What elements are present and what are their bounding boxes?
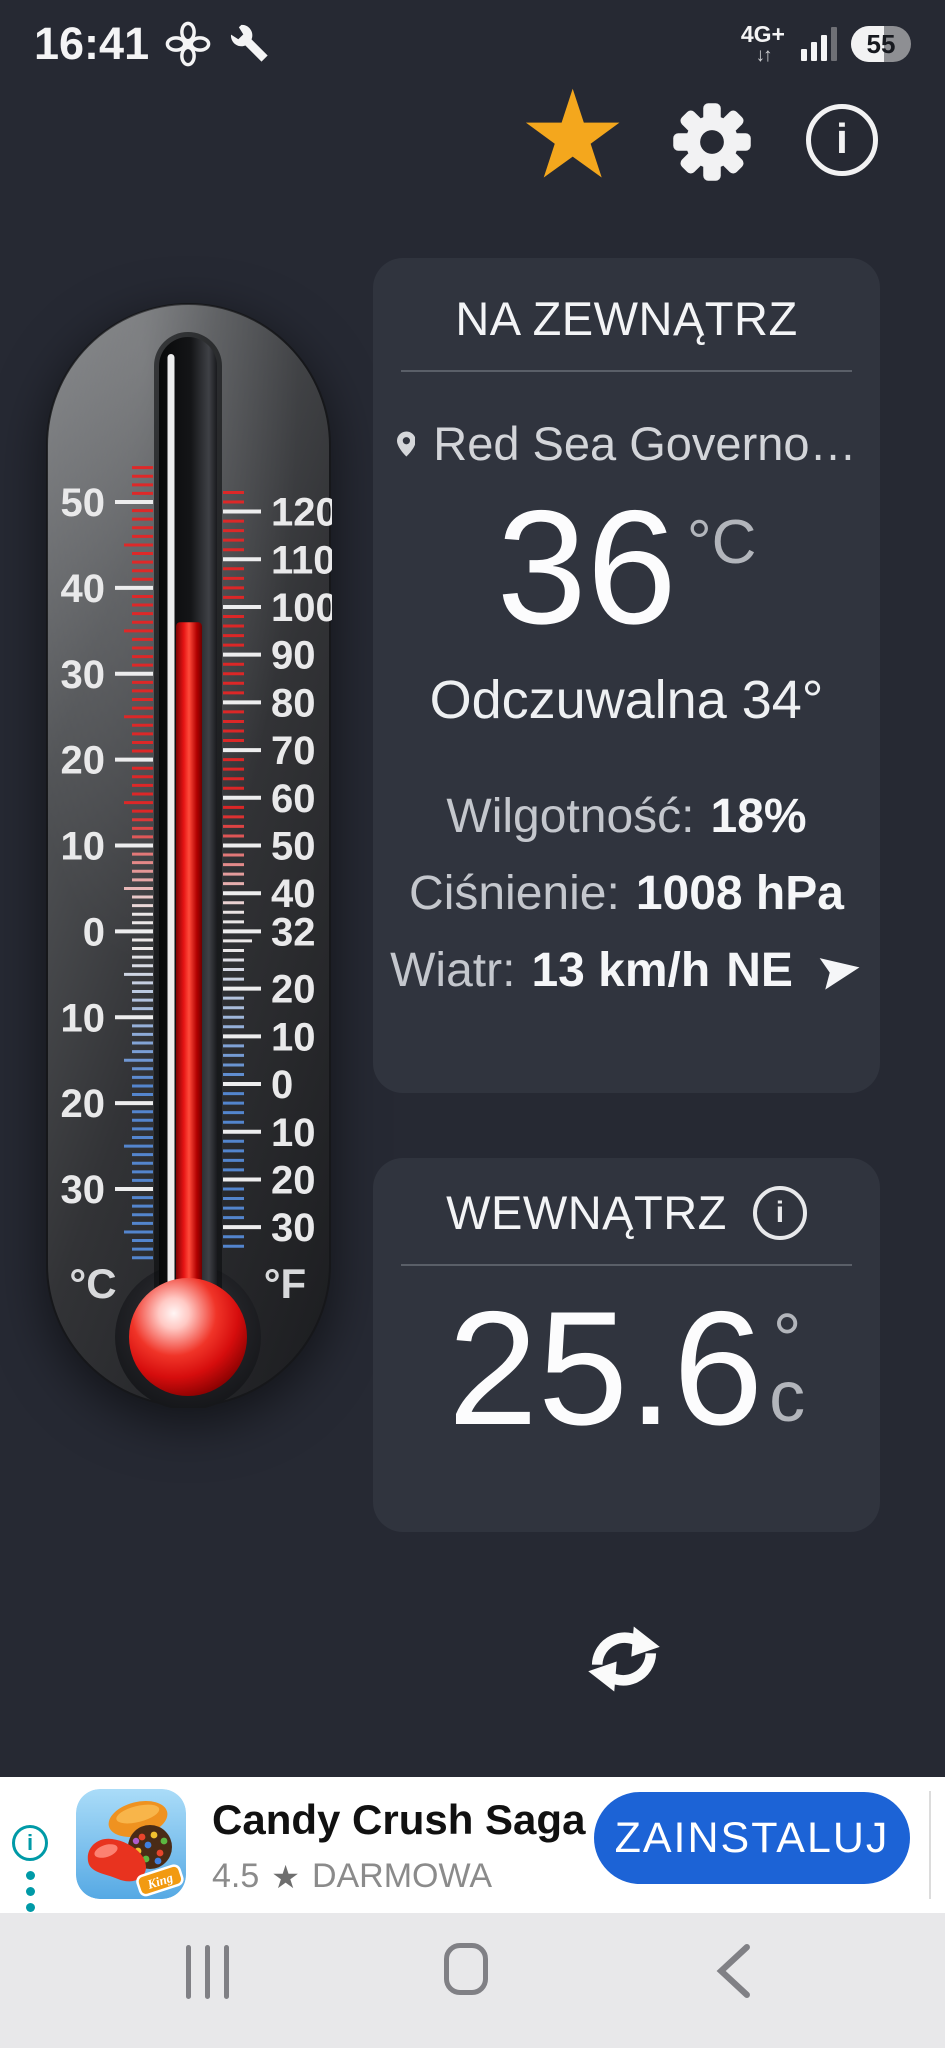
svg-text:°F: °F	[264, 1260, 306, 1307]
svg-text:50: 50	[61, 481, 106, 525]
weather-details: Wilgotność: 18% Ciśnienie: 1008 hPa Wiat…	[390, 789, 863, 998]
wind-direction: NE	[726, 944, 793, 997]
svg-text:70: 70	[271, 729, 316, 773]
wind-value: 13 km/h	[531, 944, 711, 997]
divider	[401, 370, 852, 372]
location-pin-icon	[396, 430, 416, 457]
svg-text:90: 90	[271, 634, 316, 678]
battery-indicator: 55	[851, 26, 911, 62]
wrench-icon	[231, 24, 268, 62]
indoor-temperature: 25.6	[447, 1278, 764, 1459]
about-info-icon[interactable]: i	[806, 104, 878, 176]
wind-row: Wiatr: 13 km/h NE	[390, 943, 863, 998]
pressure-label: Ciśnienie:	[409, 867, 620, 920]
outdoor-temperature: 36	[496, 477, 677, 658]
svg-text:20: 20	[271, 968, 316, 1012]
indoor-card: WEWNĄTRZ i 25.6 ° c	[373, 1158, 880, 1532]
svg-text:20: 20	[61, 1082, 106, 1126]
network-type: 4G+ ↓↑	[740, 21, 785, 66]
clock: 16:41	[34, 18, 150, 69]
indoor-title: WEWNĄTRZ	[446, 1186, 727, 1239]
svg-text:10: 10	[61, 996, 106, 1040]
svg-text:110: 110	[271, 538, 332, 582]
humidity-row: Wilgotność: 18%	[446, 789, 806, 844]
svg-text:50: 50	[271, 825, 316, 869]
divider	[401, 1264, 852, 1266]
feels-like: Odczuwalna 34°	[429, 670, 824, 730]
install-button[interactable]: ZAINSTALUJ	[594, 1792, 910, 1884]
refresh-icon[interactable]	[585, 1620, 663, 1698]
recents-button[interactable]	[186, 1945, 229, 1999]
svg-text:0: 0	[83, 910, 105, 954]
data-arrows-icon: ↓↑	[755, 45, 772, 66]
svg-text:10: 10	[271, 1015, 316, 1059]
ad-app-title[interactable]: Candy Crush Saga	[212, 1796, 586, 1843]
wind-direction-arrow-icon	[819, 957, 860, 990]
outdoor-title: NA ZEWNĄTRZ	[455, 292, 798, 345]
svg-text:10: 10	[61, 825, 106, 869]
toolbar: ★ i	[0, 74, 945, 208]
ad-price: DARMOWA	[311, 1857, 493, 1895]
ad-rating: 4.5	[212, 1857, 260, 1895]
indoor-temp-unit: ° c	[769, 1300, 806, 1437]
ad-banner[interactable]: i King Candy Cru	[0, 1777, 945, 1913]
outdoor-card: NA ZEWNĄTRZ Red Sea Governo… 36 °C Odczu…	[373, 258, 880, 1093]
settings-gear-icon[interactable]	[672, 102, 752, 182]
svg-text:100: 100	[271, 586, 332, 630]
status-bar: 16:41 4G+ ↓↑	[0, 0, 945, 88]
favorite-star-icon[interactable]: ★	[518, 67, 628, 203]
svg-text:10: 10	[271, 1111, 316, 1155]
svg-text:32: 32	[271, 910, 316, 954]
svg-text:0: 0	[271, 1063, 293, 1107]
back-button[interactable]	[712, 1943, 756, 1999]
svg-text:20: 20	[61, 739, 106, 783]
ad-info-icon[interactable]: i	[12, 1825, 48, 1861]
svg-text:60: 60	[271, 777, 316, 821]
ad-choices[interactable]: i	[12, 1825, 48, 1912]
location-name: Red Sea Governo…	[433, 417, 857, 470]
svg-text:80: 80	[271, 681, 316, 725]
outdoor-temp-unit: °C	[686, 508, 757, 577]
svg-text:30: 30	[271, 1206, 316, 1250]
battery-fill	[851, 26, 884, 62]
humidity-label: Wilgotność:	[446, 790, 695, 843]
thermometer-gauge: 5040302010010203012011010090807060504032…	[46, 303, 332, 1408]
pressure-value: 1008 hPa	[635, 867, 844, 920]
svg-text:°C: °C	[69, 1260, 116, 1307]
svg-text:30: 30	[61, 1168, 106, 1212]
candy-crush-app-icon[interactable]: King	[76, 1789, 186, 1899]
android-nav-bar	[0, 1913, 945, 2048]
battery-percent: 55	[866, 28, 896, 59]
fan-icon	[165, 21, 211, 67]
outdoor-temp-row: 36 °C	[496, 477, 757, 658]
humidity-value: 18%	[710, 790, 807, 843]
ad-separator	[929, 1791, 931, 1899]
svg-text:120: 120	[271, 491, 332, 535]
ad-menu-dots-icon[interactable]	[25, 1871, 35, 1912]
svg-text:20: 20	[271, 1158, 316, 1202]
signal-strength-icon	[801, 27, 837, 61]
indoor-temp-row: 25.6 ° c	[447, 1278, 806, 1459]
location-row[interactable]: Red Sea Governo…	[396, 416, 857, 471]
svg-text:40: 40	[61, 567, 106, 611]
wind-label: Wiatr:	[390, 944, 516, 997]
indoor-info-icon[interactable]: i	[752, 1186, 807, 1240]
svg-text:30: 30	[61, 653, 106, 697]
home-button[interactable]	[444, 1943, 488, 1995]
svg-text:40: 40	[271, 872, 316, 916]
rating-star-icon: ★	[271, 1858, 300, 1895]
pressure-row: Ciśnienie: 1008 hPa	[409, 866, 844, 921]
